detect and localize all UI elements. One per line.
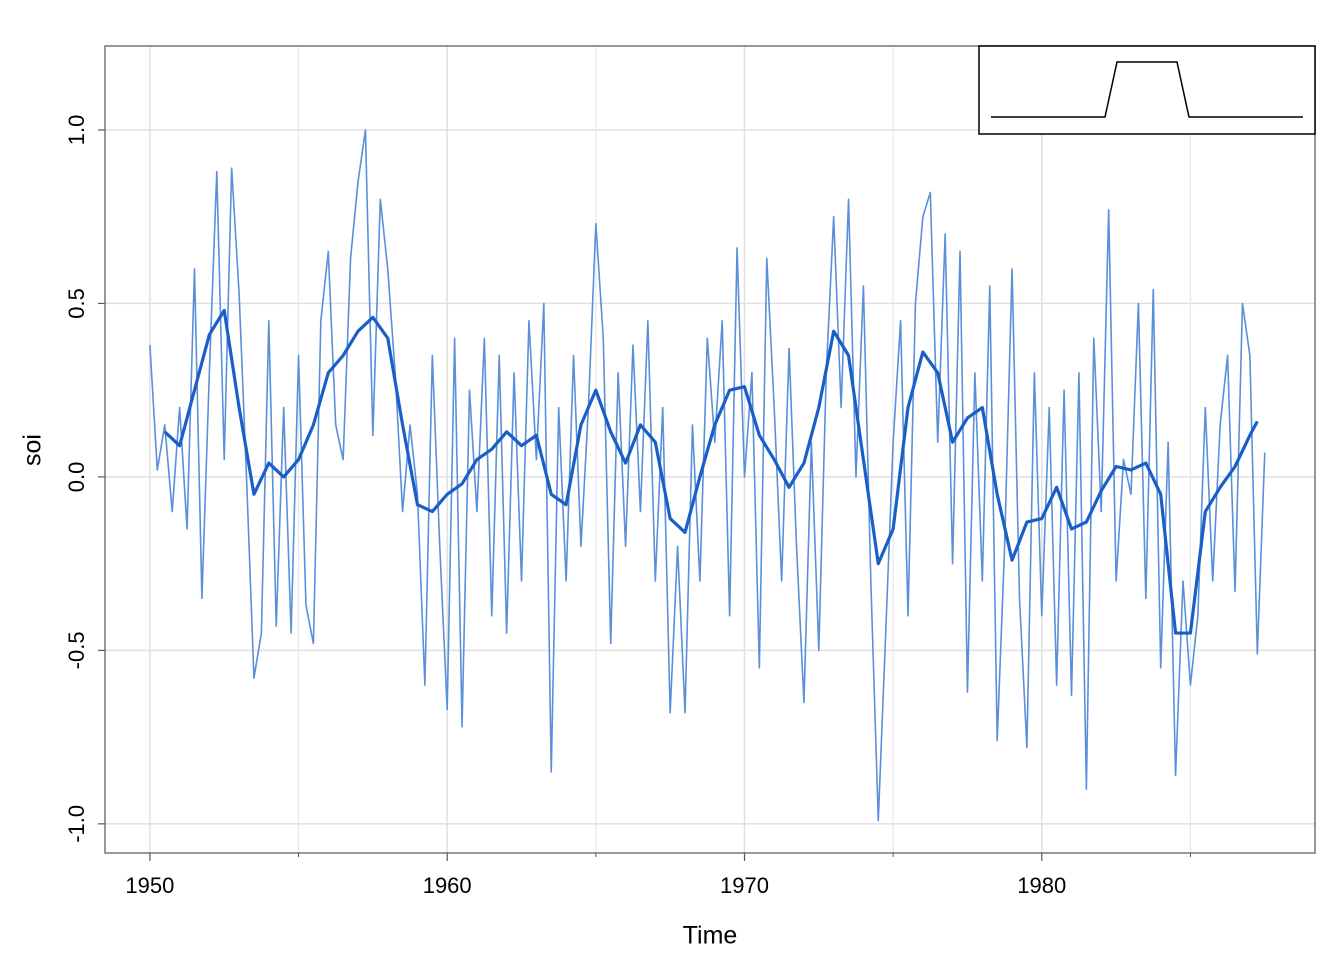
x-tick-label: 1960 bbox=[423, 873, 472, 898]
y-axis-label: soi bbox=[19, 434, 47, 466]
series-line bbox=[149, 129, 1266, 822]
y-tick-label: 0.5 bbox=[64, 288, 89, 319]
grid bbox=[105, 46, 1315, 853]
y-tick-label: -1.0 bbox=[64, 805, 89, 843]
x-axis-label: Time bbox=[683, 922, 738, 950]
plot-frame bbox=[104, 45, 1316, 854]
axes: -1.0 -0.5 0.0 0.5 1.0 1950 1960 1970 1980 bbox=[64, 115, 1191, 898]
inset bbox=[991, 61, 1303, 118]
x-tick-label: 1970 bbox=[720, 873, 769, 898]
marks bbox=[149, 129, 1266, 822]
inset-box bbox=[978, 45, 1316, 135]
series-line bbox=[163, 308, 1259, 635]
y-tick-label: -0.5 bbox=[64, 631, 89, 669]
x-tick-label: 1950 bbox=[125, 873, 174, 898]
x-tick-label: 1980 bbox=[1017, 873, 1066, 898]
y-tick-label: 1.0 bbox=[64, 115, 89, 146]
inset-line bbox=[991, 61, 1303, 118]
y-tick-label: 0.0 bbox=[64, 462, 89, 493]
